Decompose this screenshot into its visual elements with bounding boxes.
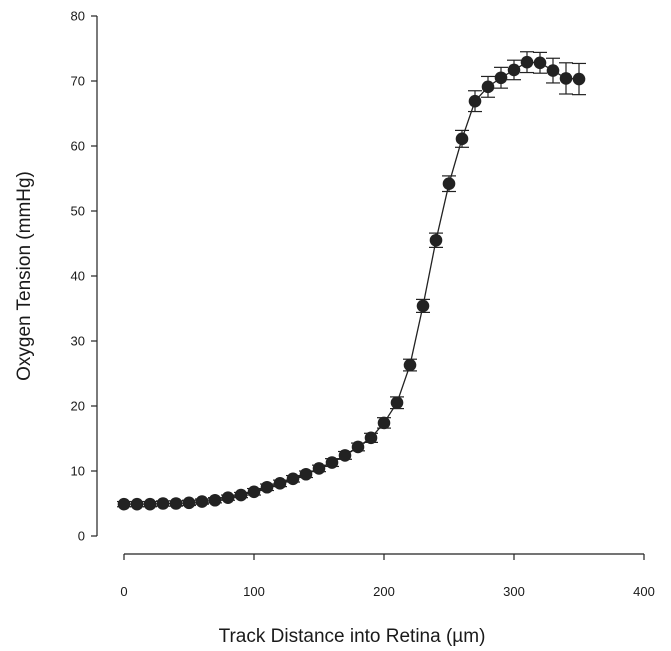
x-axis-title: Track Distance into Retina (µm) (219, 626, 486, 647)
data-point (208, 493, 222, 507)
data-point (143, 497, 157, 511)
x-tick-label: 200 (373, 584, 395, 599)
y-axis-title: Oxygen Tension (mmHg) (14, 171, 35, 381)
data-point (559, 72, 573, 85)
x-tick-label: 100 (243, 584, 265, 599)
data-points (117, 55, 586, 511)
data-point (273, 477, 287, 490)
data-point (299, 467, 313, 481)
y-tick-label: 30 (71, 334, 85, 349)
data-point (156, 497, 170, 510)
y-tick-label: 60 (71, 139, 85, 154)
data-point (221, 491, 235, 504)
x-tick-label: 0 (120, 584, 127, 599)
data-point (130, 497, 144, 511)
data-point (234, 488, 248, 502)
y-tick-label: 70 (71, 74, 85, 89)
x-tick-label: 400 (633, 584, 655, 599)
data-point (117, 497, 131, 511)
data-point (416, 299, 430, 313)
data-point (546, 64, 560, 77)
data-point (468, 94, 482, 108)
y-ticks: 0 10 20 30 40 50 60 70 80 (71, 9, 97, 544)
data-point (429, 233, 443, 247)
y-tick-label: 20 (71, 399, 85, 414)
data-point (481, 80, 495, 94)
data-point (520, 55, 534, 69)
error-bars (117, 51, 586, 508)
series-line (124, 61, 580, 505)
y-tick-label: 0 (78, 529, 85, 544)
y-tick-label: 10 (71, 464, 85, 479)
data-point (507, 63, 521, 77)
data-point (572, 72, 586, 86)
x-tick-label: 300 (503, 584, 525, 599)
data-point (533, 56, 547, 70)
data-point (182, 496, 196, 510)
data-point (390, 396, 404, 410)
data-point (442, 177, 456, 190)
x-ticks: 0 100 200 300 400 (120, 554, 655, 599)
plot-area (117, 51, 586, 511)
data-point (286, 472, 300, 486)
data-point (169, 497, 183, 510)
y-tick-label: 50 (71, 204, 85, 219)
data-point (494, 71, 508, 85)
data-point (377, 416, 391, 430)
data-point (403, 358, 417, 372)
data-point (312, 462, 326, 475)
data-point (364, 431, 378, 445)
data-point (325, 456, 339, 469)
data-point (260, 480, 274, 494)
data-point (247, 485, 261, 499)
data-point (195, 495, 209, 508)
y-tick-label: 40 (71, 269, 85, 284)
data-point (351, 440, 365, 454)
axes: 0 10 20 30 40 50 60 70 80 0 100 200 300 400 (71, 9, 655, 600)
data-point (455, 132, 469, 146)
y-tick-label: 80 (71, 9, 85, 24)
data-point (338, 449, 352, 462)
